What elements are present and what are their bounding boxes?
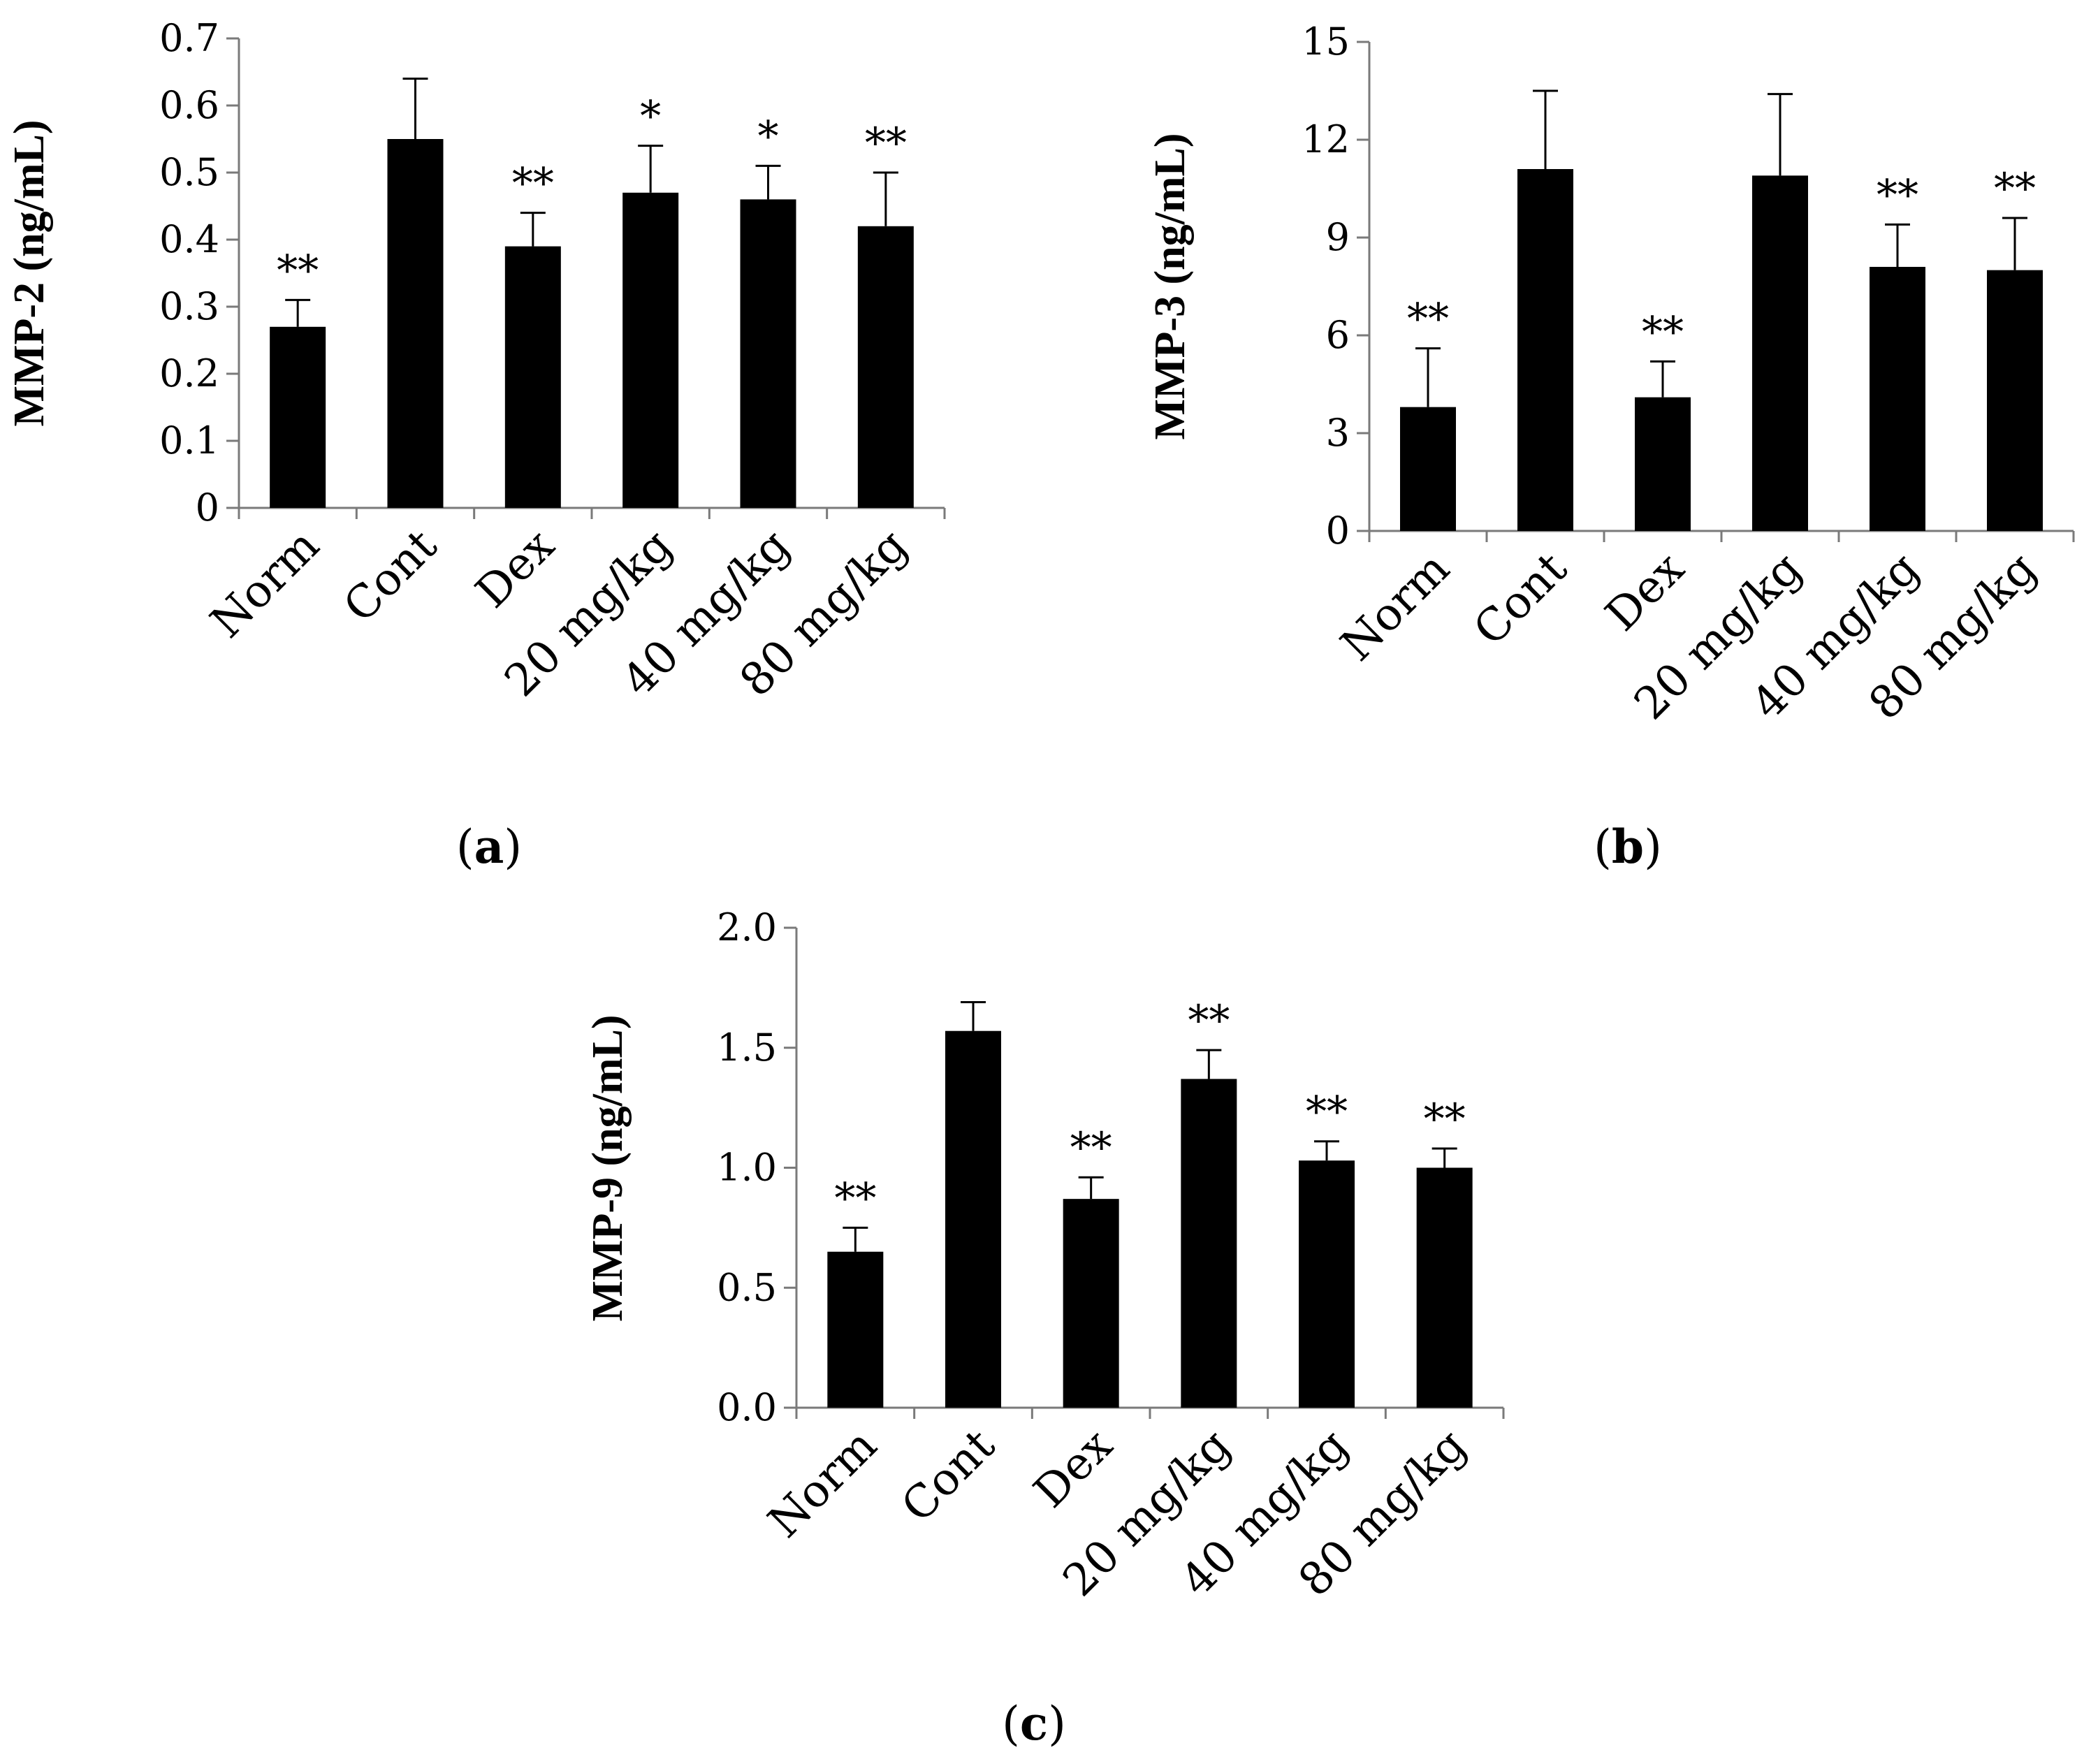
chart-panel-a: 00.10.20.30.40.50.60.7**Norm Cont**Dex*20… bbox=[6, 16, 946, 874]
bar-dex bbox=[504, 246, 561, 508]
x-category-label: Norm bbox=[759, 1420, 887, 1548]
y-tick-label: 9 bbox=[1326, 215, 1350, 259]
significance-mark: ** bbox=[1642, 307, 1684, 356]
bar-40-mg-kg bbox=[1870, 267, 1925, 531]
significance-mark: ** bbox=[865, 119, 907, 168]
x-category-label: Cont bbox=[892, 1420, 1005, 1533]
bar-norm bbox=[270, 326, 326, 508]
y-tick-label: 0.4 bbox=[159, 217, 219, 261]
bar-dex bbox=[1063, 1199, 1119, 1408]
significance-mark: * bbox=[640, 92, 661, 141]
bar-cont bbox=[387, 139, 444, 508]
y-axis-label: MMP-3 (ng/mL) bbox=[1146, 133, 1194, 439]
y-tick-label: 1.0 bbox=[717, 1146, 777, 1190]
significance-mark: ** bbox=[1070, 1123, 1112, 1172]
panel-label: (a) bbox=[456, 819, 522, 874]
y-tick-label: 0.5 bbox=[159, 150, 219, 194]
bar-cont bbox=[945, 1030, 1001, 1408]
panel-label: (b) bbox=[1594, 819, 1662, 874]
panel-label: (c) bbox=[1002, 1696, 1066, 1751]
bar-20-mg-kg bbox=[622, 192, 679, 508]
y-tick-label: 0.1 bbox=[159, 418, 219, 462]
significance-mark: ** bbox=[1306, 1088, 1348, 1137]
significance-mark: ** bbox=[1877, 170, 1918, 219]
x-category-label: Cont bbox=[334, 520, 447, 633]
significance-mark: ** bbox=[1424, 1095, 1466, 1144]
y-tick-label: 12 bbox=[1302, 117, 1350, 161]
significance-mark: ** bbox=[1188, 996, 1230, 1045]
bar-40-mg-kg bbox=[740, 199, 796, 508]
x-category-label: Dex bbox=[1596, 543, 1694, 641]
x-category-label: Dex bbox=[466, 520, 564, 618]
bar-20-mg-kg bbox=[1181, 1079, 1237, 1408]
significance-mark: ** bbox=[512, 159, 554, 208]
y-tick-label: 6 bbox=[1326, 313, 1350, 357]
y-axis-label: MMP-9 (ng/mL) bbox=[584, 1014, 632, 1321]
bar-cont bbox=[1517, 169, 1573, 531]
y-tick-label: 0.0 bbox=[717, 1385, 777, 1429]
bar-40-mg-kg bbox=[1299, 1160, 1355, 1408]
significance-mark: ** bbox=[1994, 164, 2036, 213]
significance-mark: * bbox=[758, 112, 779, 161]
y-tick-label: 0.6 bbox=[159, 83, 219, 127]
x-category-label: Dex bbox=[1024, 1420, 1123, 1518]
significance-mark: ** bbox=[834, 1174, 876, 1223]
x-category-label: Cont bbox=[1464, 543, 1578, 656]
bar-dex bbox=[1635, 397, 1691, 531]
bar-80-mg-kg bbox=[1987, 270, 2043, 531]
bar-80-mg-kg bbox=[1416, 1167, 1473, 1408]
y-tick-label: 1.5 bbox=[717, 1026, 777, 1070]
bar-20-mg-kg bbox=[1752, 175, 1808, 532]
y-tick-label: 3 bbox=[1326, 411, 1350, 455]
y-tick-label: 2.0 bbox=[717, 905, 777, 949]
y-tick-label: 15 bbox=[1302, 20, 1350, 64]
significance-mark: ** bbox=[1407, 295, 1449, 344]
x-category-label: Norm bbox=[201, 520, 330, 648]
y-tick-label: 0.5 bbox=[717, 1265, 777, 1309]
y-tick-label: 0.2 bbox=[159, 351, 219, 395]
significance-mark: ** bbox=[277, 246, 319, 295]
x-category-label: Norm bbox=[1332, 543, 1460, 671]
bar-80-mg-kg bbox=[857, 226, 914, 508]
bar-norm bbox=[827, 1251, 884, 1408]
bar-norm bbox=[1400, 407, 1456, 531]
y-tick-label: 0.7 bbox=[159, 16, 219, 60]
y-axis-label: MMP-2 (ng/mL) bbox=[6, 119, 53, 426]
chart-panel-c: 0.00.51.01.52.0**Norm Cont**Dex**20 mg/kg… bbox=[584, 905, 1505, 1751]
y-tick-label: 0 bbox=[1326, 509, 1350, 553]
y-tick-label: 0.3 bbox=[159, 284, 219, 328]
y-tick-label: 0 bbox=[196, 486, 219, 530]
